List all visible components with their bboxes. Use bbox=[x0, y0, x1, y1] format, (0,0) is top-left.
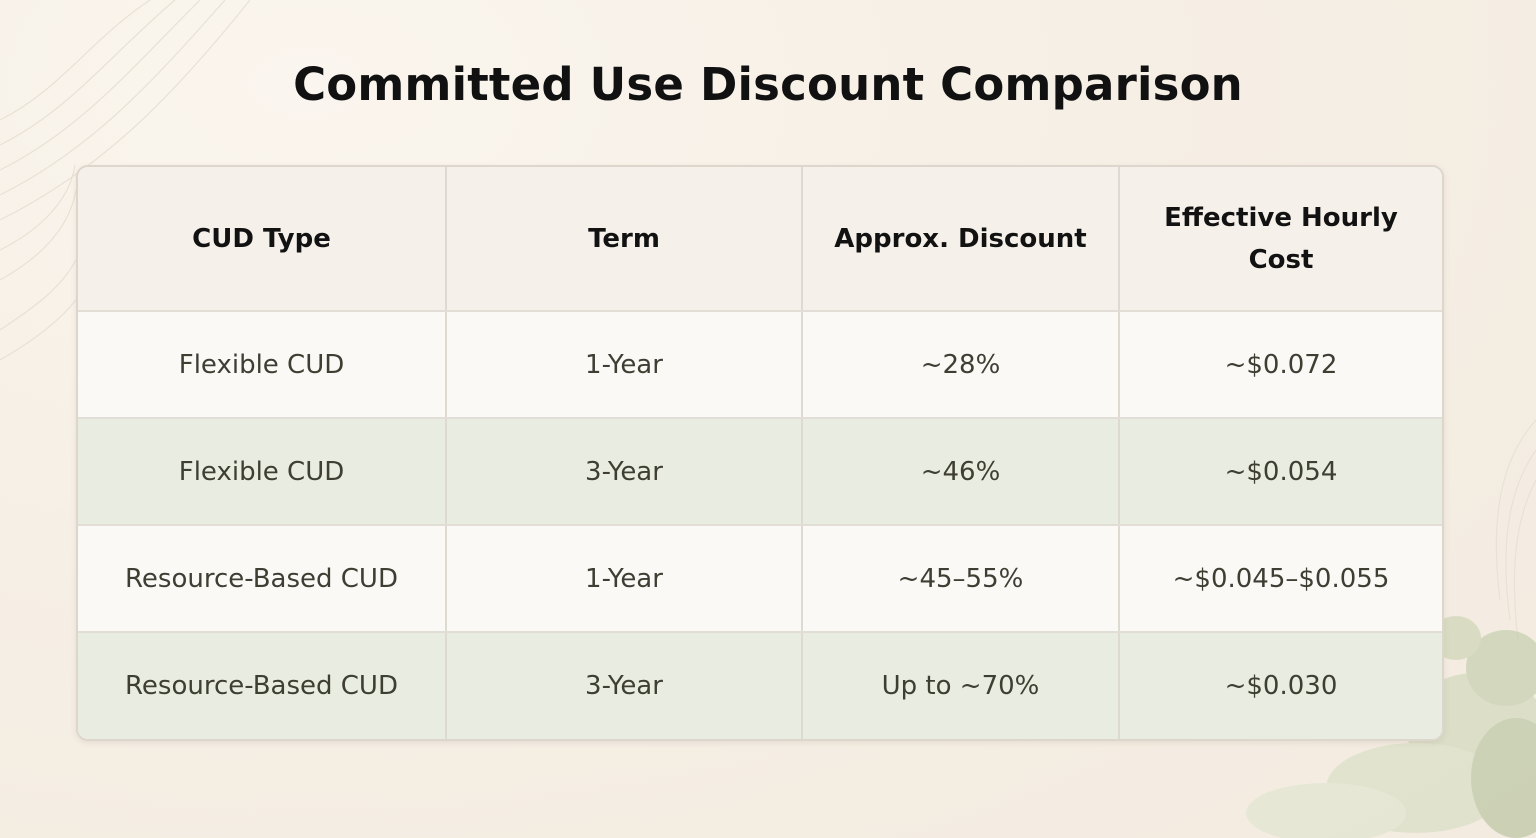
table-row: Flexible CUD 1-Year ~28% ~$0.072 bbox=[78, 311, 1442, 419]
cell-cud-type: Flexible CUD bbox=[78, 418, 447, 526]
cud-comparison-table: CUD Type Term Approx. Discount Effective… bbox=[78, 167, 1442, 739]
cell-term: 3-Year bbox=[446, 418, 803, 526]
cell-term: 1-Year bbox=[446, 525, 803, 633]
table-row: Flexible CUD 3-Year ~46% ~$0.054 bbox=[78, 418, 1442, 526]
cell-hourly-cost: ~$0.054 bbox=[1119, 418, 1442, 526]
cell-cud-type: Flexible CUD bbox=[78, 311, 447, 419]
cell-discount: ~45–55% bbox=[802, 525, 1120, 633]
header-cud-type: CUD Type bbox=[78, 167, 447, 312]
cell-discount: Up to ~70% bbox=[802, 632, 1120, 739]
header-term: Term bbox=[446, 167, 803, 312]
cell-hourly-cost: ~$0.072 bbox=[1119, 311, 1442, 419]
header-effective-hourly-cost: Effective Hourly Cost bbox=[1119, 167, 1442, 312]
table-row: Resource-Based CUD 3-Year Up to ~70% ~$0… bbox=[78, 632, 1442, 739]
page-title: Committed Use Discount Comparison bbox=[293, 58, 1243, 111]
header-approx-discount: Approx. Discount bbox=[802, 167, 1120, 312]
comparison-table-container: CUD Type Term Approx. Discount Effective… bbox=[76, 165, 1444, 741]
cell-cud-type: Resource-Based CUD bbox=[78, 525, 447, 633]
cell-hourly-cost: ~$0.030 bbox=[1119, 632, 1442, 739]
cell-discount: ~28% bbox=[802, 311, 1120, 419]
cell-term: 1-Year bbox=[446, 311, 803, 419]
table-row: Resource-Based CUD 1-Year ~45–55% ~$0.04… bbox=[78, 525, 1442, 633]
table-header-row: CUD Type Term Approx. Discount Effective… bbox=[78, 167, 1442, 312]
cell-discount: ~46% bbox=[802, 418, 1120, 526]
cell-term: 3-Year bbox=[446, 632, 803, 739]
cell-cud-type: Resource-Based CUD bbox=[78, 632, 447, 739]
cell-hourly-cost: ~$0.045–$0.055 bbox=[1119, 525, 1442, 633]
